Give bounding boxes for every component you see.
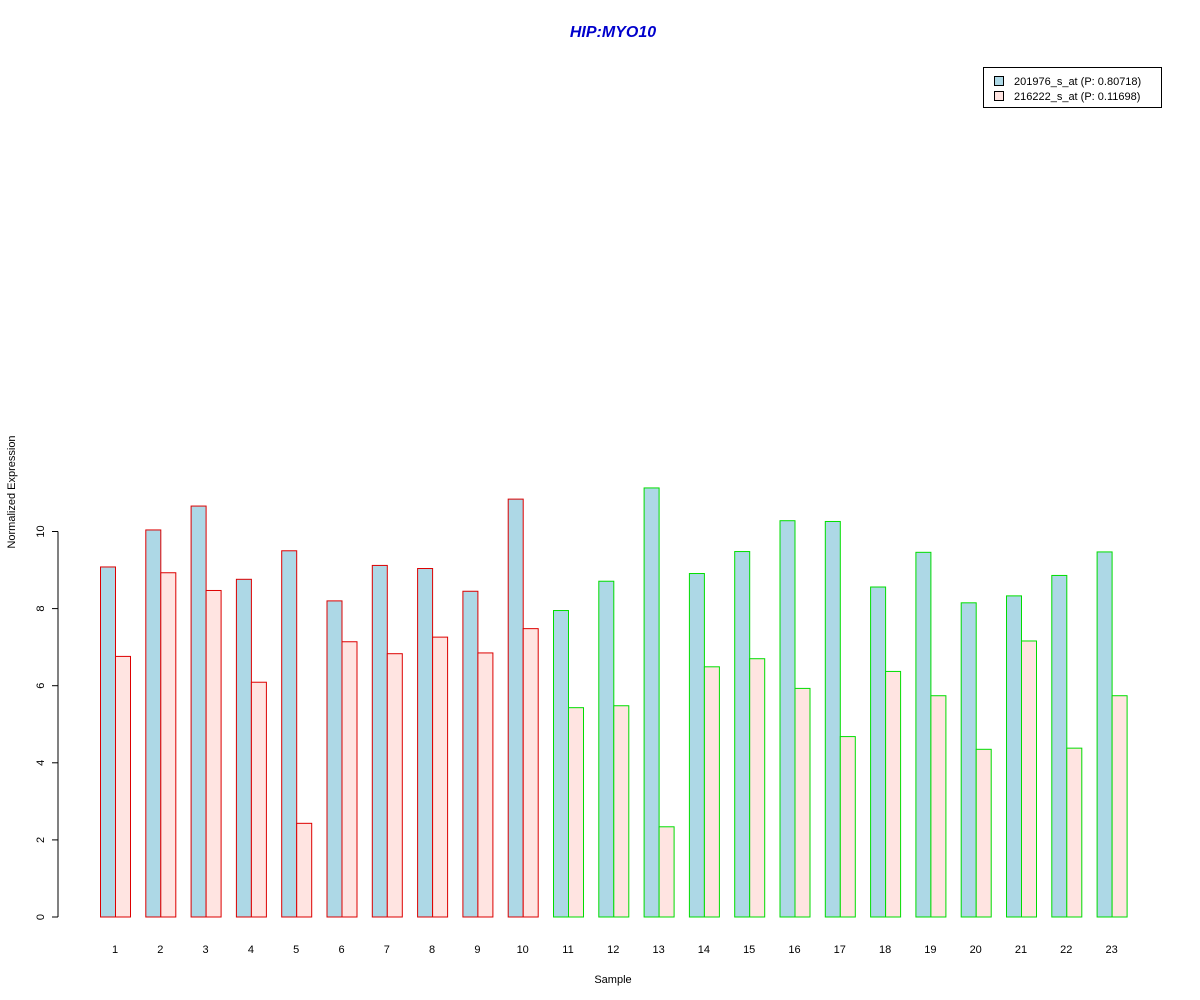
y-tick-label: 10 <box>35 525 47 537</box>
bar-series2-sample-12 <box>613 705 630 918</box>
bar-series1-sample-19 <box>915 551 932 918</box>
x-tick-label: 14 <box>698 944 710 956</box>
bar-series2-sample-4 <box>250 681 267 918</box>
chart-title: HIP:MYO10 <box>570 24 656 41</box>
bar-series2-sample-18 <box>885 670 902 918</box>
x-axis-label: Sample <box>594 974 631 986</box>
bar-series2-sample-7 <box>386 653 403 918</box>
x-tick-label: 7 <box>384 944 390 956</box>
legend: 201976_s_at (P: 0.80718) 216222_s_at (P: … <box>983 67 1162 108</box>
bar-series1-sample-6 <box>326 600 343 918</box>
x-tick-label: 1 <box>112 944 118 956</box>
y-tick-label: 4 <box>35 760 47 766</box>
legend-label: 216222_s_at (P: 0.11698) <box>1014 91 1140 103</box>
bar-series2-sample-3 <box>205 589 222 918</box>
bar-series1-sample-9 <box>462 590 479 918</box>
bars <box>100 487 1128 918</box>
bar-series2-sample-14 <box>703 666 720 918</box>
bar-series2-sample-10 <box>522 628 539 918</box>
x-tick-label: 15 <box>743 944 755 956</box>
bar-series1-sample-12 <box>598 580 615 918</box>
x-tick-label: 22 <box>1060 944 1072 956</box>
y-tick-label: 2 <box>35 837 47 843</box>
bar-series1-sample-7 <box>371 564 388 918</box>
bar-series2-sample-9 <box>477 652 494 918</box>
bar-series1-sample-17 <box>824 520 841 918</box>
x-tick-label: 5 <box>293 944 299 956</box>
bar-series2-sample-5 <box>296 822 313 918</box>
bar-series1-sample-16 <box>779 520 796 918</box>
x-tick-label: 2 <box>157 944 163 956</box>
bar-series1-sample-22 <box>1051 574 1068 918</box>
bar-series2-sample-6 <box>341 641 358 918</box>
bar-series1-sample-1 <box>100 566 116 918</box>
bar-series2-sample-1 <box>115 655 131 918</box>
x-tick-label: 9 <box>474 944 480 956</box>
legend-swatch <box>994 76 1004 86</box>
bar-series2-sample-19 <box>930 695 947 918</box>
bar-series2-sample-11 <box>568 707 584 918</box>
x-tick-label: 3 <box>203 944 209 956</box>
y-tick-label: 8 <box>35 606 47 612</box>
x-tick-label: 18 <box>879 944 891 956</box>
x-tick-label: 21 <box>1015 944 1027 956</box>
bar-series1-sample-8 <box>417 568 434 918</box>
bar-series2-sample-17 <box>839 736 856 918</box>
bar-series1-sample-23 <box>1096 551 1113 918</box>
x-tick-label: 4 <box>248 944 254 956</box>
x-tick-label: 8 <box>429 944 435 956</box>
bar-series1-sample-10 <box>507 498 524 918</box>
bar-series2-sample-21 <box>1021 640 1037 918</box>
x-tick-label: 13 <box>652 944 664 956</box>
bar-series1-sample-18 <box>870 586 887 918</box>
bar-series2-sample-8 <box>432 636 449 918</box>
bar-series2-sample-13 <box>658 826 675 918</box>
bar-series2-sample-23 <box>1111 695 1128 918</box>
bar-series1-sample-13 <box>643 487 660 918</box>
bar-series1-sample-20 <box>960 602 977 918</box>
bar-series2-sample-15 <box>749 658 766 918</box>
bar-series1-sample-21 <box>1006 595 1022 918</box>
bar-series1-sample-4 <box>235 578 252 918</box>
axes: 0 2 4 6 8 10 <box>35 525 59 920</box>
bar-series1-sample-11 <box>553 610 569 918</box>
x-tick-label: 10 <box>517 944 529 956</box>
x-tick-label: 17 <box>834 944 846 956</box>
bar-series1-sample-14 <box>688 573 705 918</box>
bar-series2-sample-22 <box>1066 747 1083 918</box>
bar-series2-sample-2 <box>160 572 177 918</box>
x-tick-label: 23 <box>1105 944 1117 956</box>
x-tick-label: 20 <box>970 944 982 956</box>
legend-box <box>983 67 1162 108</box>
x-tick-label: 6 <box>338 944 344 956</box>
bar-series2-sample-20 <box>975 748 992 918</box>
bar-series2-sample-16 <box>794 687 811 918</box>
legend-swatch <box>994 91 1004 101</box>
bar-series1-sample-5 <box>281 550 298 918</box>
x-tick-labels: 1 2 3 4 5 6 7 8 9 10 11 12 13 14 15 16 17 18 19 20 21 22 23 <box>112 944 1118 956</box>
legend-label: 201976_s_at (P: 0.80718) <box>1014 76 1141 88</box>
y-tick-label: 0 <box>35 914 47 920</box>
y-axis-label: Normalized Expression <box>6 435 18 548</box>
x-tick-label: 16 <box>788 944 800 956</box>
bar-series1-sample-3 <box>190 505 207 918</box>
bar-series1-sample-15 <box>734 551 751 918</box>
x-tick-label: 19 <box>924 944 936 956</box>
x-tick-label: 11 <box>562 944 573 956</box>
x-tick-label: 12 <box>607 944 619 956</box>
y-tick-label: 6 <box>35 683 47 689</box>
bar-series1-sample-2 <box>145 529 162 918</box>
